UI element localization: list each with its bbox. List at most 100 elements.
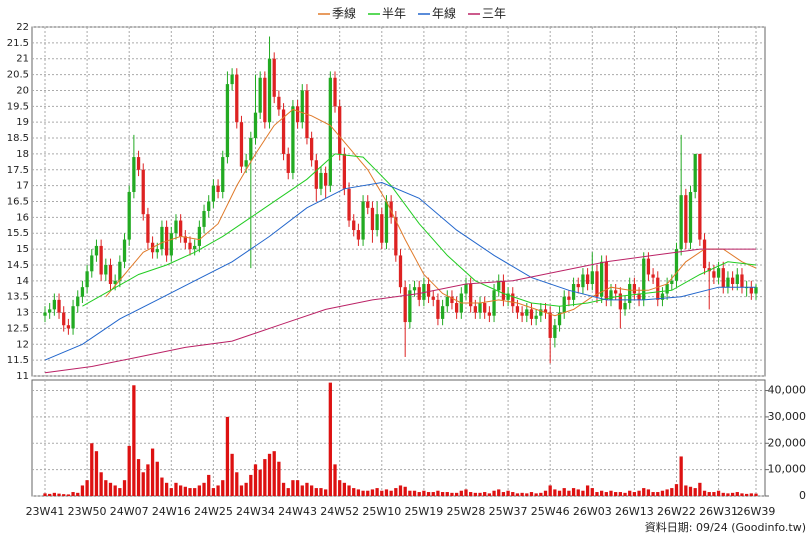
- volume-bar: [291, 480, 295, 496]
- candle-body: [688, 191, 693, 243]
- candle-body: [656, 277, 660, 300]
- candle-body: [221, 157, 225, 192]
- y-tick-label: 21: [16, 54, 29, 65]
- y-tick-label: 14: [16, 276, 29, 287]
- candle-body: [590, 271, 594, 284]
- volume-bar: [52, 492, 56, 496]
- volume-bar: [412, 490, 417, 496]
- candle-body: [90, 255, 94, 272]
- volume-bar: [235, 472, 239, 496]
- volume-bar: [408, 490, 412, 496]
- x-tick-label: 23W50: [68, 505, 107, 518]
- candle-body: [80, 287, 85, 297]
- candle-body: [300, 90, 304, 123]
- legend-label: 季線: [332, 6, 356, 21]
- volume-bar: [324, 489, 328, 496]
- ma-line: [44, 248, 756, 374]
- candle-body: [487, 312, 492, 316]
- volume-bar: [113, 485, 117, 496]
- footer-note: 資料日期: 09/24 (Goodinfo.tw): [645, 520, 806, 534]
- volume-bar: [426, 492, 431, 496]
- volume-bar: [305, 482, 309, 496]
- candle-body: [454, 303, 459, 313]
- volume-bar: [553, 489, 557, 496]
- volume-bar: [529, 492, 534, 496]
- volume-bar: [258, 469, 262, 496]
- volume-bar: [197, 485, 201, 496]
- candle-body: [581, 274, 585, 288]
- volume-bar: [571, 488, 576, 496]
- y2-tick-label: 30,000: [768, 410, 807, 423]
- candle-body: [239, 122, 244, 167]
- volume-bar: [347, 485, 351, 496]
- volume-bar: [749, 493, 753, 496]
- volume-bar: [150, 448, 155, 496]
- volume-bar: [436, 490, 440, 496]
- volume-bar: [384, 489, 389, 496]
- candle-body: [557, 312, 562, 326]
- volume-bar: [684, 485, 688, 496]
- x-tick-label: 24W07: [110, 505, 149, 518]
- volume-bar: [548, 485, 552, 496]
- candle-body: [286, 153, 290, 173]
- candle-body: [43, 312, 47, 316]
- candle-body: [108, 264, 113, 284]
- candle-body: [651, 274, 655, 278]
- y-tick-label: 15: [16, 244, 29, 255]
- volume-bar: [492, 490, 496, 496]
- candle-body: [539, 309, 543, 316]
- candle-body: [216, 185, 220, 192]
- x-tick-label: 25W19: [404, 505, 443, 518]
- candle-body: [693, 153, 697, 192]
- volume-frame: [31, 379, 766, 497]
- volume-bar: [309, 485, 314, 496]
- candle-body: [408, 290, 412, 323]
- candle-body: [118, 261, 122, 281]
- volume-bar: [403, 486, 407, 496]
- volume-bar: [211, 488, 216, 496]
- volume-bar: [459, 490, 463, 496]
- volume-bar: [520, 492, 524, 496]
- volume-bar: [193, 488, 197, 496]
- volume-bar: [71, 492, 75, 496]
- candle-body: [670, 280, 674, 284]
- volume-bar: [660, 490, 665, 496]
- volume-bar: [539, 492, 543, 496]
- candle-body: [394, 217, 398, 256]
- candle-body: [197, 226, 201, 246]
- candle-body: [450, 296, 454, 304]
- volume-bar: [375, 488, 379, 496]
- candle-body: [464, 283, 468, 294]
- candle-body: [258, 77, 262, 113]
- candle-body: [632, 283, 637, 294]
- volume-bar: [745, 493, 749, 496]
- volume-bar: [48, 493, 52, 496]
- candle-body: [174, 220, 178, 234]
- volume-bar: [122, 480, 127, 496]
- volume-bar: [90, 443, 94, 496]
- candle-body: [277, 96, 281, 110]
- volume-bar: [735, 492, 739, 496]
- volume-bar: [600, 490, 604, 496]
- volume-bar: [132, 385, 136, 496]
- candle-body: [520, 312, 524, 316]
- candle-body: [679, 195, 683, 250]
- volume-bar: [511, 492, 515, 496]
- x-tick-label: 24W16: [152, 505, 191, 518]
- volume-bar: [651, 492, 655, 496]
- candle-body: [389, 201, 393, 218]
- volume-bar: [487, 493, 492, 496]
- candle-body: [595, 271, 599, 297]
- candle-body: [702, 239, 707, 269]
- candle-body: [398, 255, 403, 288]
- candle-body: [576, 283, 580, 288]
- candle-body: [604, 261, 608, 300]
- candle-body: [202, 211, 206, 227]
- volume-bar: [338, 480, 342, 496]
- volume-bar: [328, 382, 332, 496]
- volume-bar: [656, 492, 660, 496]
- volume-bar: [721, 492, 725, 496]
- volume-bar: [300, 485, 304, 496]
- candle-body: [291, 106, 295, 173]
